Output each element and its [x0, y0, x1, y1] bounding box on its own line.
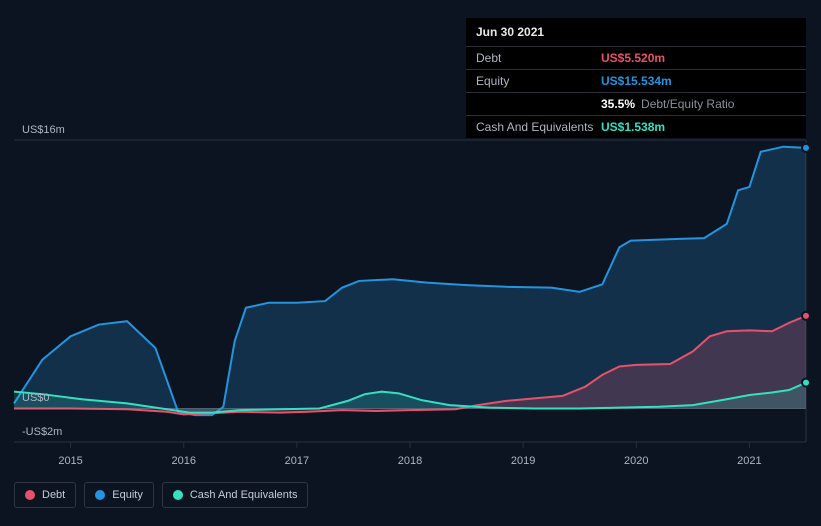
x-axis-label: 2020	[624, 455, 648, 467]
tooltip-row: EquityUS$15.534m	[466, 69, 806, 92]
tooltip-date: Jun 30 2021	[466, 18, 806, 46]
x-axis-label: 2017	[285, 455, 309, 467]
y-axis-label: US$16m	[22, 124, 65, 136]
tooltip-row-label: Equity	[476, 74, 601, 88]
tooltip-row-desc: Debt/Equity Ratio	[641, 97, 734, 111]
legend-label: Equity	[112, 489, 143, 501]
series-end-marker	[802, 312, 810, 320]
tooltip-row-label: Cash And Equivalents	[476, 120, 601, 134]
legend-item-equity[interactable]: Equity	[84, 482, 154, 508]
legend-swatch	[173, 490, 183, 500]
tooltip-row: Cash And EquivalentsUS$1.538m	[466, 115, 806, 138]
legend-swatch	[95, 490, 105, 500]
tooltip-row-value: US$1.538m	[601, 120, 665, 134]
x-axis-label: 2015	[58, 455, 82, 467]
x-axis-label: 2016	[171, 455, 195, 467]
x-axis-label: 2018	[398, 455, 422, 467]
legend-swatch	[25, 490, 35, 500]
tooltip-row-value: US$5.520m	[601, 51, 665, 65]
chart-tooltip: Jun 30 2021 DebtUS$5.520mEquityUS$15.534…	[466, 18, 806, 138]
y-axis-label: -US$2m	[22, 426, 62, 438]
legend-label: Cash And Equivalents	[190, 489, 298, 501]
tooltip-row-label	[476, 97, 601, 111]
tooltip-row-label: Debt	[476, 51, 601, 65]
legend-item-debt[interactable]: Debt	[14, 482, 76, 508]
x-axis-label: 2021	[737, 455, 761, 467]
tooltip-row-value: US$15.534m	[601, 74, 672, 88]
financial-chart: US$16m US$0 -US$2m 2015 2016 2017 2018 2019 202…	[0, 0, 821, 526]
tooltip-row: 35.5%Debt/Equity Ratio	[466, 92, 806, 115]
y-axis-label: US$0	[22, 392, 50, 404]
series-end-marker	[802, 144, 810, 152]
chart-legend: Debt Equity Cash And Equivalents	[14, 482, 308, 508]
legend-item-cash-and-equivalents[interactable]: Cash And Equivalents	[162, 482, 309, 508]
tooltip-row: DebtUS$5.520m	[466, 46, 806, 69]
series-end-marker	[802, 379, 810, 387]
x-axis-label: 2019	[511, 455, 535, 467]
legend-label: Debt	[42, 489, 65, 501]
tooltip-row-value: 35.5%Debt/Equity Ratio	[601, 97, 734, 111]
